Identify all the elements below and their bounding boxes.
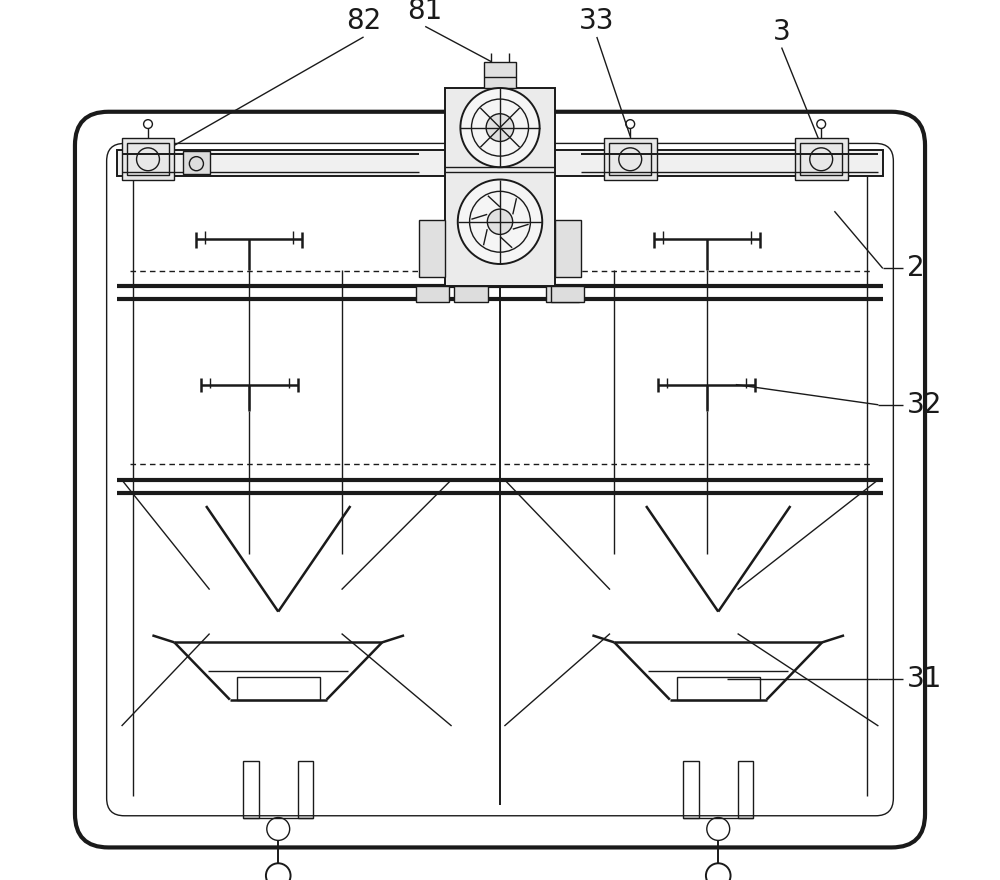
Text: 2: 2 [907,254,924,282]
Bar [122,138,174,180]
Circle shape [458,180,542,264]
Bar [298,761,313,818]
Text: 82: 82 [346,7,381,35]
Bar [445,88,555,286]
Bar [419,220,445,277]
Bar [243,761,259,818]
Bar [183,151,210,174]
Circle shape [486,114,514,142]
Bar [546,286,579,302]
Bar [800,143,842,175]
Bar [677,677,760,700]
Text: 33: 33 [579,7,615,35]
Bar [609,143,651,175]
Circle shape [460,88,540,167]
Bar [551,286,584,302]
Bar [795,138,848,180]
Bar [683,761,699,818]
Bar [127,143,169,175]
Text: 81: 81 [408,0,443,25]
Text: 3: 3 [773,18,790,46]
Bar [454,286,488,302]
Bar [416,286,449,302]
Text: 32: 32 [907,391,942,419]
Bar [237,677,320,700]
Bar [555,220,581,277]
Circle shape [487,209,513,234]
Bar [484,62,516,88]
Bar [738,761,753,818]
Text: 31: 31 [907,665,942,693]
FancyBboxPatch shape [75,112,925,847]
Bar [604,138,657,180]
Bar [117,150,883,176]
